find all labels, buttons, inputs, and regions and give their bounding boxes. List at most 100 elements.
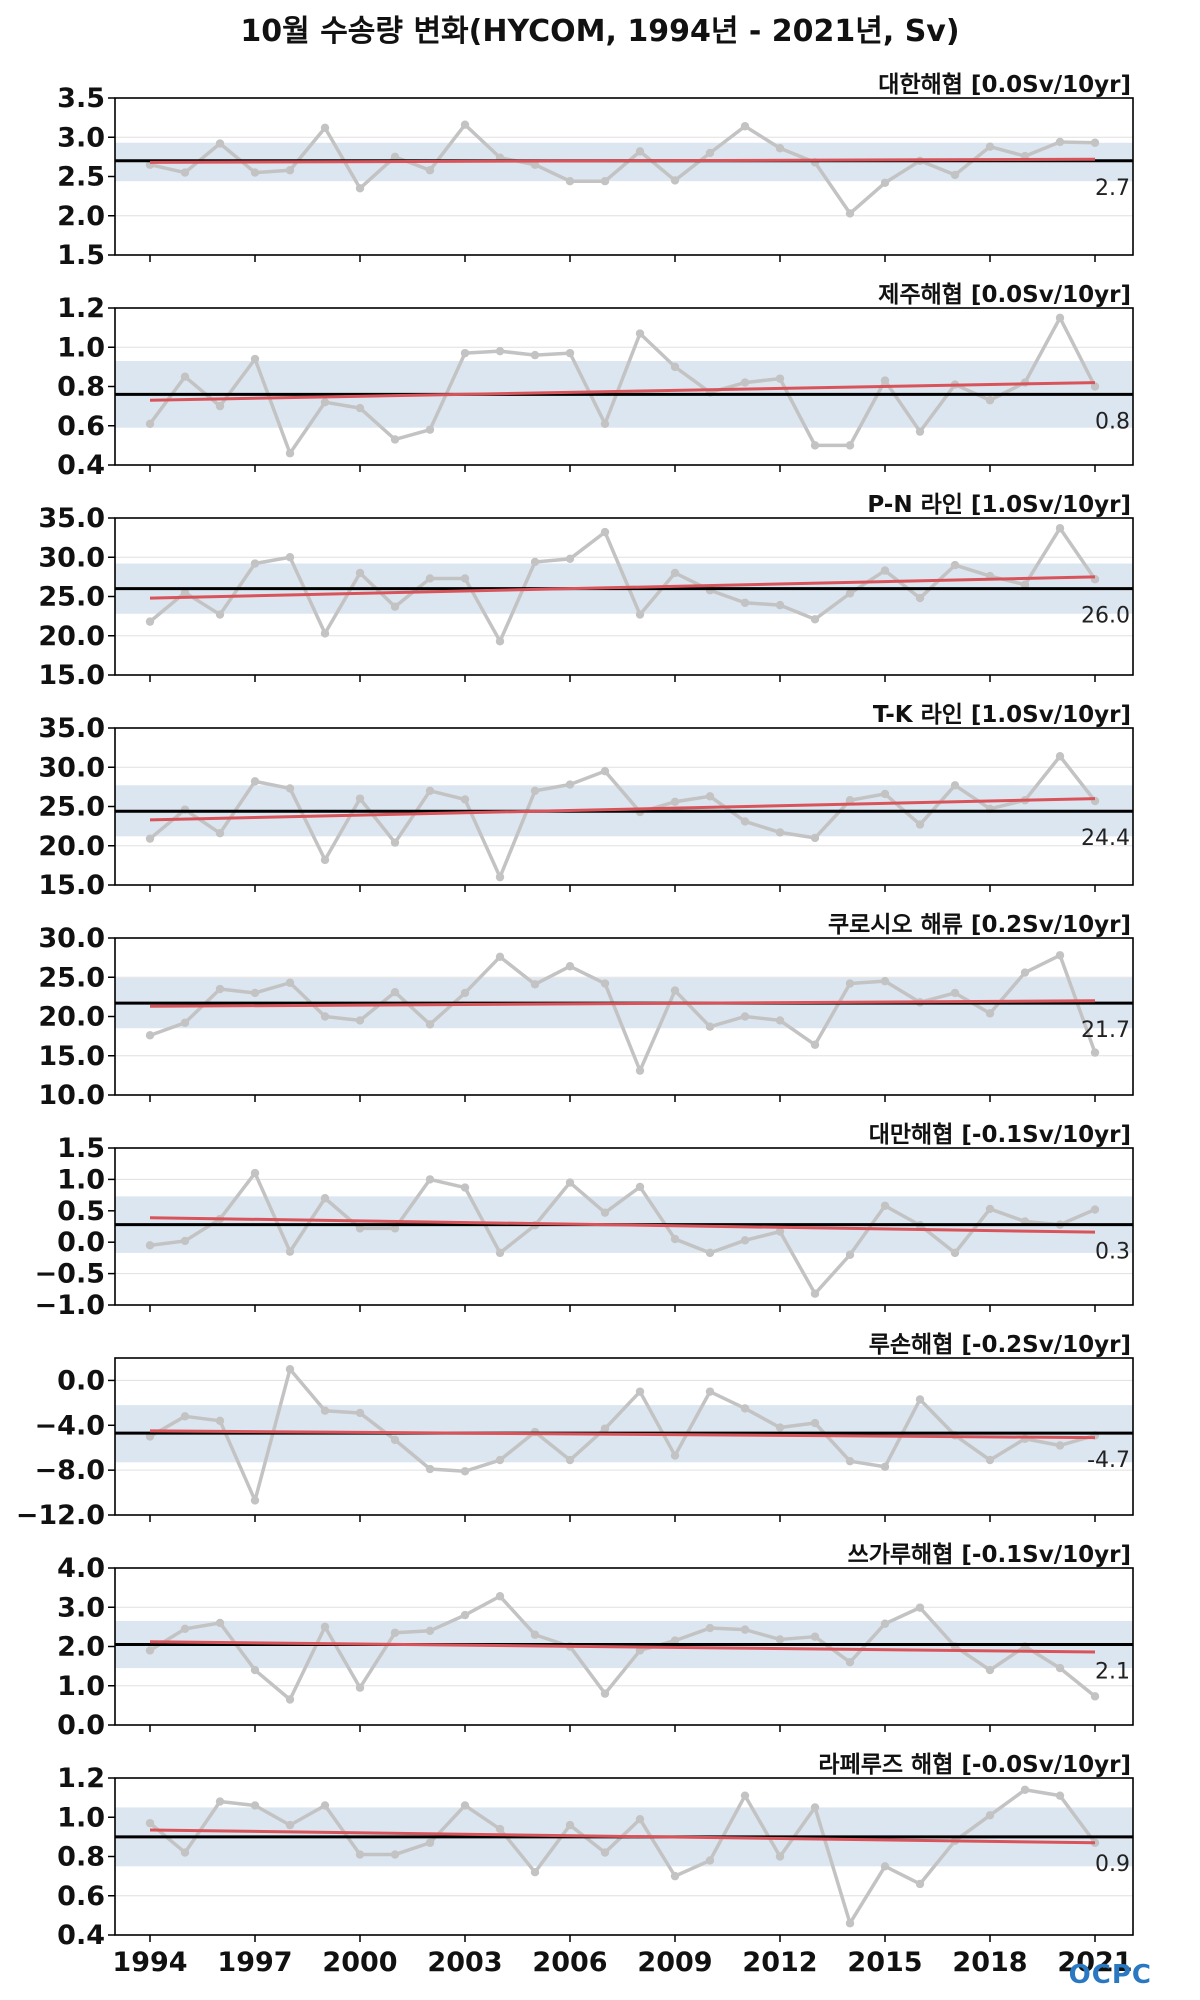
data-point bbox=[775, 1635, 785, 1644]
data-point bbox=[145, 1646, 155, 1655]
data-point bbox=[600, 1208, 610, 1217]
data-point bbox=[670, 1636, 680, 1645]
mean-value-label: -4.7 bbox=[1087, 1448, 1130, 1473]
data-point bbox=[565, 177, 575, 186]
data-point bbox=[635, 147, 645, 156]
data-point bbox=[670, 568, 680, 578]
y-tick-label: 0.0 bbox=[57, 1227, 105, 1258]
data-point bbox=[985, 396, 995, 405]
y-tick-label: 1.0 bbox=[57, 1671, 105, 1702]
data-point bbox=[285, 784, 295, 793]
y-tick-label: −1.0 bbox=[35, 1290, 105, 1321]
trend-line bbox=[149, 1216, 1096, 1234]
data-point bbox=[740, 817, 750, 826]
data-point bbox=[355, 184, 365, 193]
data-point bbox=[600, 419, 610, 428]
x-tick-label: 2000 bbox=[322, 1947, 397, 1978]
data-point bbox=[215, 1618, 225, 1628]
data-point bbox=[250, 1665, 260, 1675]
data-point bbox=[145, 1241, 155, 1250]
data-point bbox=[250, 559, 260, 568]
data-point bbox=[1090, 138, 1100, 147]
y-tick-label: 30.0 bbox=[38, 923, 105, 954]
data-point bbox=[530, 980, 540, 989]
data-point bbox=[145, 617, 155, 626]
data-point bbox=[1055, 524, 1065, 533]
data-point bbox=[775, 1016, 785, 1025]
data-point bbox=[635, 1066, 645, 1075]
data-point bbox=[1055, 313, 1065, 323]
trend-line bbox=[149, 575, 1096, 600]
data-point bbox=[320, 1012, 330, 1021]
data-point bbox=[390, 838, 400, 847]
axes-frame bbox=[114, 1147, 1134, 1306]
data-point bbox=[880, 1862, 890, 1871]
y-tick-label: 15.0 bbox=[38, 660, 105, 691]
y-tick-label: 3.0 bbox=[57, 1592, 105, 1623]
data-point bbox=[635, 610, 645, 619]
data-point bbox=[1090, 1048, 1100, 1057]
panel-label: 쓰가루해협 [-0.1Sv/10yr] bbox=[848, 1542, 1131, 1568]
data-point bbox=[1055, 1791, 1065, 1800]
data-point bbox=[250, 168, 260, 177]
data-point bbox=[320, 1406, 330, 1415]
data-point bbox=[425, 786, 435, 795]
data-point bbox=[670, 176, 680, 185]
data-point bbox=[390, 1850, 400, 1859]
data-point bbox=[495, 872, 505, 882]
data-point bbox=[285, 1695, 295, 1704]
data-point bbox=[425, 1175, 435, 1184]
data-point bbox=[705, 1248, 715, 1258]
data-point bbox=[880, 1201, 890, 1210]
chart-title: 10월 수송량 변화(HYCOM, 1994년 - 2021년, Sv) bbox=[240, 14, 960, 49]
y-tick-label: 20.0 bbox=[38, 621, 105, 652]
data-point bbox=[810, 1632, 820, 1641]
y-tick-label: 0.6 bbox=[57, 1881, 105, 1912]
data-point bbox=[880, 1462, 890, 1471]
panel-2: 0.4 0.6 0.8 1.0 1.2 제주해협 [0.0Sv/10yr] 0.8 bbox=[57, 282, 1134, 481]
data-point bbox=[495, 952, 505, 962]
data-point bbox=[670, 1451, 680, 1460]
data-point bbox=[880, 376, 890, 385]
data-point bbox=[740, 1012, 750, 1021]
y-tick-label: −12.0 bbox=[16, 1500, 105, 1531]
y-tick-label: 25.0 bbox=[38, 962, 105, 993]
data-point bbox=[425, 1838, 435, 1847]
data-point bbox=[145, 419, 155, 428]
x-tick-label: 2021 bbox=[1057, 1947, 1132, 1978]
data-point bbox=[1090, 382, 1100, 391]
y-tick-label: 15.0 bbox=[38, 1041, 105, 1072]
data-point bbox=[145, 1031, 155, 1040]
data-point bbox=[565, 1178, 575, 1187]
y-tick-label: 1.5 bbox=[57, 240, 105, 271]
data-point bbox=[670, 986, 680, 995]
mean-value-label: 2.1 bbox=[1095, 1660, 1130, 1685]
data-point bbox=[565, 1820, 575, 1830]
data-point bbox=[705, 1856, 715, 1865]
panel-3: 15.0 20.0 25.0 30.0 35.0 P-N 라인 [1.0Sv/10yr] 2… bbox=[38, 492, 1134, 691]
data-point bbox=[250, 777, 260, 786]
series-line bbox=[149, 1367, 1096, 1503]
data-point bbox=[950, 781, 960, 790]
trend-line bbox=[149, 381, 1096, 402]
x-tick-label: 2003 bbox=[427, 1947, 502, 1978]
mean-value-label: 0.9 bbox=[1095, 1852, 1130, 1877]
x-tick-label: 2009 bbox=[637, 1947, 712, 1978]
data-point bbox=[600, 1689, 610, 1698]
data-point bbox=[250, 354, 260, 364]
y-tick-label: −0.5 bbox=[35, 1259, 105, 1290]
data-point bbox=[460, 1801, 470, 1810]
x-tick-label: 2018 bbox=[952, 1947, 1027, 1978]
data-point bbox=[810, 1289, 820, 1298]
x-tick-label: 2012 bbox=[742, 1947, 817, 1978]
data-point bbox=[355, 1224, 365, 1233]
data-point bbox=[705, 1022, 715, 1031]
data-point bbox=[1055, 137, 1065, 147]
data-point bbox=[600, 1424, 610, 1433]
data-point bbox=[810, 1418, 820, 1428]
data-point bbox=[600, 177, 610, 186]
trend-line bbox=[149, 157, 1096, 164]
data-point bbox=[180, 372, 190, 381]
x-tick-label: 2006 bbox=[532, 1947, 607, 1978]
data-point bbox=[145, 834, 155, 843]
